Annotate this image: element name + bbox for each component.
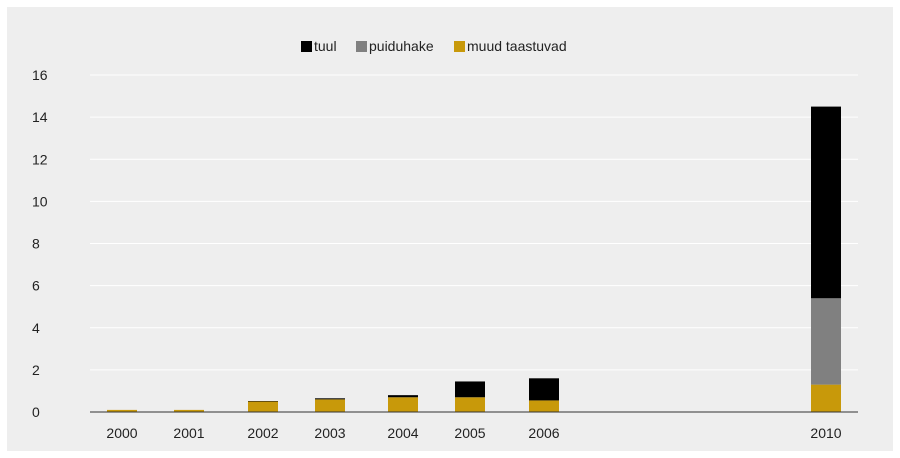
chart-frame xyxy=(7,7,893,451)
bar-tuul-2002 xyxy=(248,401,278,402)
x-tick-label: 2000 xyxy=(106,425,137,441)
bar-tuul-2010 xyxy=(811,106,841,299)
legend-swatch-muud-taastuvad xyxy=(454,41,465,52)
y-tick-label: 4 xyxy=(32,320,40,336)
y-tick-label: 0 xyxy=(32,404,40,420)
bar-muud-taastuvad-2005 xyxy=(455,397,485,412)
y-tick-label: 8 xyxy=(32,236,40,252)
y-tick-label: 10 xyxy=(32,193,48,209)
legend-swatch-puiduhake xyxy=(356,41,367,52)
y-tick-label: 12 xyxy=(32,151,48,167)
bar-muud-taastuvad-2003 xyxy=(315,399,345,412)
y-tick-label: 16 xyxy=(32,67,48,83)
x-tick-label: 2006 xyxy=(528,425,559,441)
legend-label: puiduhake xyxy=(369,38,434,54)
y-tick-label: 2 xyxy=(32,362,40,378)
legend-label: muud taastuvad xyxy=(467,38,567,54)
grid-lines xyxy=(90,74,858,371)
bar-puiduhake-2010 xyxy=(811,298,841,385)
x-tick-label: 2004 xyxy=(387,425,418,441)
bar-tuul-2006 xyxy=(529,378,559,401)
y-axis: 0 2 4 6 8 10 12 14 16 xyxy=(32,67,48,420)
bar-tuul-2004 xyxy=(388,395,418,398)
y-tick-label: 6 xyxy=(32,278,40,294)
x-axis: 2000 2001 2002 2003 2004 2005 2006 2010 xyxy=(90,411,858,441)
legend: tuul puiduhake muud taastuvad xyxy=(301,38,567,54)
legend-label: tuul xyxy=(314,38,337,54)
bar-muud-taastuvad-2000 xyxy=(107,409,137,412)
bar-muud-taastuvad-2004 xyxy=(388,397,418,412)
legend-swatch-tuul xyxy=(301,41,312,52)
x-tick-label: 2003 xyxy=(314,425,345,441)
x-tick-label: 2005 xyxy=(454,425,485,441)
bar-muud-taastuvad-2010 xyxy=(811,384,841,412)
bar-tuul-2003 xyxy=(315,398,345,400)
y-tick-label: 14 xyxy=(32,109,48,125)
bar-muud-taastuvad-2002 xyxy=(248,401,278,412)
bar-tuul-2005 xyxy=(455,381,485,398)
x-tick-label: 2010 xyxy=(810,425,841,441)
x-tick-label: 2002 xyxy=(247,425,278,441)
bar-muud-taastuvad-2006 xyxy=(529,400,559,412)
x-tick-label: 2001 xyxy=(173,425,204,441)
bars xyxy=(107,106,841,412)
bar-muud-taastuvad-2001 xyxy=(174,409,204,412)
